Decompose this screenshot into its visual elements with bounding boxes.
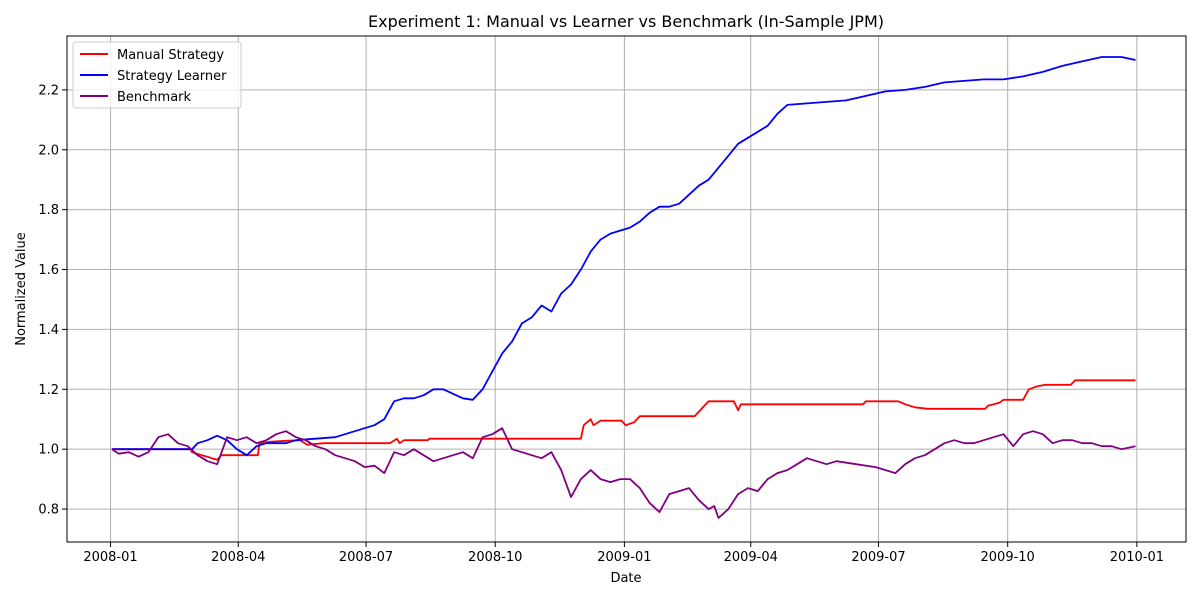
legend-label-benchmark: Benchmark bbox=[117, 90, 192, 105]
series-line-strategy-learner bbox=[111, 56, 1136, 457]
y-tick-label: 1.0 bbox=[38, 443, 59, 458]
x-tick-label: 2009-04 bbox=[724, 550, 778, 565]
y-ticks: 0.8 1.0 1.2 1.4 1.6 1.8 2.0 2.2 bbox=[38, 83, 67, 518]
series-line-benchmark bbox=[111, 427, 1136, 519]
x-tick-label: 2008-07 bbox=[339, 550, 393, 565]
y-tick-label: 1.4 bbox=[38, 323, 59, 338]
plot-frame bbox=[66, 35, 1187, 543]
y-tick-label: 1.2 bbox=[38, 383, 59, 398]
grid bbox=[67, 36, 1186, 542]
x-tick-label: 2008-04 bbox=[211, 550, 265, 565]
legend-label-strategy-learner: Strategy Learner bbox=[117, 69, 227, 84]
y-axis-label: Normalized Value bbox=[14, 232, 29, 346]
y-tick-label: 1.6 bbox=[38, 263, 59, 278]
x-tick-label: 2009-10 bbox=[981, 550, 1035, 565]
y-tick-label: 2.0 bbox=[38, 143, 59, 158]
legend: Manual Strategy Strategy Learner Benchma… bbox=[72, 41, 242, 109]
x-tick-label: 2009-01 bbox=[597, 550, 651, 565]
x-tick-label: 2008-01 bbox=[83, 550, 137, 565]
x-tick-label: 2009-07 bbox=[851, 550, 905, 565]
x-tick-label: 2010-01 bbox=[1110, 550, 1164, 565]
y-tick-label: 0.8 bbox=[38, 503, 59, 518]
legend-label-manual-strategy: Manual Strategy bbox=[117, 48, 224, 63]
series-group bbox=[111, 56, 1136, 519]
chart-title: Experiment 1: Manual vs Learner vs Bench… bbox=[368, 12, 884, 31]
series-line-manual-strategy bbox=[111, 379, 1136, 461]
x-tick-label: 2008-10 bbox=[468, 550, 522, 565]
y-tick-label: 1.8 bbox=[38, 203, 59, 218]
x-axis-label: Date bbox=[610, 571, 641, 586]
legend-frame bbox=[72, 41, 242, 109]
y-tick-label: 2.2 bbox=[38, 83, 59, 98]
x-ticks: 2008-01 2008-04 2008-07 2008-10 2009-01 2009-… bbox=[83, 542, 1164, 565]
